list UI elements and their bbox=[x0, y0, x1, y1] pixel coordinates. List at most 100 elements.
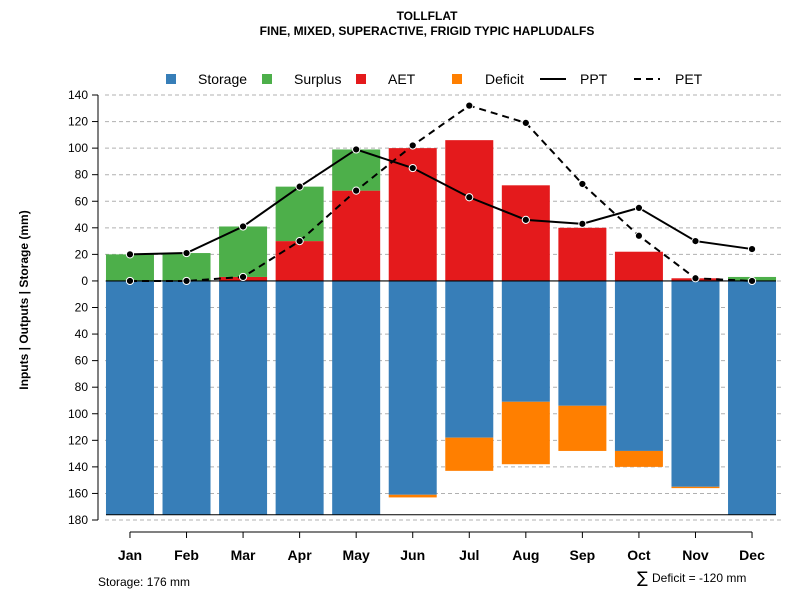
storage-bar bbox=[728, 280, 777, 515]
legend-label-deficit: Deficit bbox=[485, 71, 524, 87]
ppt-point bbox=[125, 250, 135, 259]
aet-bar bbox=[558, 227, 607, 281]
pet-point bbox=[238, 272, 248, 282]
y-tick-label: 40 bbox=[75, 327, 89, 341]
month-label-aug: Aug bbox=[512, 547, 539, 563]
storage-bar bbox=[614, 280, 663, 451]
legend-label-ppt: PPT bbox=[580, 71, 608, 87]
month-label-jun: Jun bbox=[400, 547, 425, 563]
y-tick-label: 0 bbox=[81, 274, 88, 288]
pet-point bbox=[691, 274, 700, 283]
x-axis: Jan Feb Mar Apr May Jun Jul Aug Sep Oct Nov Dec bbox=[118, 531, 765, 563]
deficit-bar bbox=[558, 405, 607, 451]
month-label-dec: Dec bbox=[739, 547, 765, 563]
ppt-point bbox=[521, 215, 530, 224]
month-label-apr: Apr bbox=[288, 547, 313, 563]
deficit-bar bbox=[614, 450, 663, 467]
storage-bar bbox=[162, 280, 211, 515]
legend-swatch-deficit bbox=[452, 74, 462, 84]
aet-bar bbox=[501, 185, 550, 281]
legend-label-pet: PET bbox=[675, 71, 703, 87]
bars bbox=[105, 140, 777, 516]
storage-bar bbox=[671, 280, 720, 487]
pet-point bbox=[295, 236, 304, 246]
legend-swatch-storage bbox=[166, 74, 176, 84]
y-tick-label: 40 bbox=[75, 221, 89, 235]
pet-point bbox=[352, 186, 361, 195]
y-axis-label: Inputs | Outputs | Storage (mm) bbox=[17, 210, 31, 389]
pet-point bbox=[125, 276, 135, 286]
aet-bar bbox=[614, 251, 663, 281]
y-tick-label: 80 bbox=[75, 380, 89, 394]
y-tick-label: 120 bbox=[68, 115, 88, 129]
ppt-point bbox=[634, 203, 644, 212]
month-label-feb: Feb bbox=[174, 547, 199, 563]
deficit-bar bbox=[671, 486, 720, 489]
y-axis: 140 120 100 80 60 40 20 0 20 40 60 80 100 120 140 160 18… bbox=[68, 88, 99, 527]
y-tick-label: 180 bbox=[68, 513, 88, 527]
month-label-mar: Mar bbox=[231, 547, 256, 563]
deficit-bar bbox=[445, 437, 494, 471]
y-tick-label: 20 bbox=[75, 247, 89, 261]
aet-bar bbox=[445, 140, 494, 281]
y-tick-label: 60 bbox=[75, 354, 89, 368]
y-tick-label: 60 bbox=[75, 194, 89, 208]
pet-point bbox=[182, 276, 191, 286]
pet-point bbox=[578, 179, 587, 189]
ppt-line bbox=[129, 148, 753, 256]
grid-lines bbox=[105, 94, 782, 521]
series-lines bbox=[125, 101, 757, 286]
deficit-bar bbox=[388, 494, 437, 498]
legend-label-aet: AET bbox=[388, 71, 416, 87]
month-label-oct: Oct bbox=[627, 547, 651, 563]
aet-bar bbox=[332, 190, 381, 281]
ppt-point bbox=[295, 182, 304, 191]
storage-bar bbox=[105, 280, 154, 515]
pet-point bbox=[465, 101, 474, 110]
storage-bar bbox=[275, 280, 324, 515]
ppt-point bbox=[747, 244, 757, 254]
pet-point bbox=[521, 118, 530, 127]
deficit-footnote: Deficit = -120 mm bbox=[652, 571, 746, 585]
aet-bar bbox=[275, 241, 324, 281]
month-label-jul: Jul bbox=[459, 547, 479, 563]
y-tick-label: 120 bbox=[68, 433, 88, 447]
storage-bar bbox=[219, 280, 268, 515]
deficit-bar bbox=[501, 401, 550, 465]
y-tick-label: 100 bbox=[68, 141, 88, 155]
storage-bar bbox=[501, 280, 550, 402]
surplus-bar bbox=[105, 254, 154, 281]
month-label-may: May bbox=[343, 547, 370, 563]
legend: Storage Surplus AET Deficit PPT PET bbox=[166, 71, 703, 87]
legend-label-storage: Storage bbox=[198, 71, 247, 87]
y-tick-label: 160 bbox=[68, 486, 88, 500]
ppt-point bbox=[691, 236, 700, 246]
storage-bar bbox=[445, 280, 494, 438]
storage-footnote: Storage: 176 mm bbox=[98, 575, 190, 589]
ppt-point bbox=[465, 193, 474, 202]
storage-bar bbox=[388, 280, 437, 495]
chart-subtitle: FINE, MIXED, SUPERACTIVE, FRIGID TYPIC H… bbox=[260, 24, 595, 38]
storage-bar bbox=[558, 280, 607, 406]
month-label-sep: Sep bbox=[570, 547, 596, 563]
y-tick-label: 80 bbox=[75, 168, 89, 182]
pet-point bbox=[747, 276, 757, 286]
chart-title: TOLLFLAT bbox=[397, 9, 459, 23]
y-tick-label: 20 bbox=[75, 301, 89, 315]
pet-line bbox=[129, 104, 753, 282]
month-label-nov: Nov bbox=[682, 547, 709, 563]
pet-point bbox=[408, 141, 417, 150]
surplus-bar bbox=[275, 186, 324, 242]
ppt-point bbox=[238, 222, 248, 231]
legend-swatch-surplus bbox=[262, 74, 272, 84]
ppt-point bbox=[408, 163, 417, 173]
surplus-bar bbox=[162, 253, 211, 281]
y-tick-label: 140 bbox=[68, 460, 88, 474]
ppt-point bbox=[182, 248, 191, 258]
y-tick-label: 100 bbox=[68, 407, 88, 421]
month-label-jan: Jan bbox=[118, 547, 142, 563]
surplus-bar bbox=[332, 149, 381, 191]
ppt-point bbox=[578, 219, 587, 228]
storage-bar bbox=[332, 280, 381, 515]
